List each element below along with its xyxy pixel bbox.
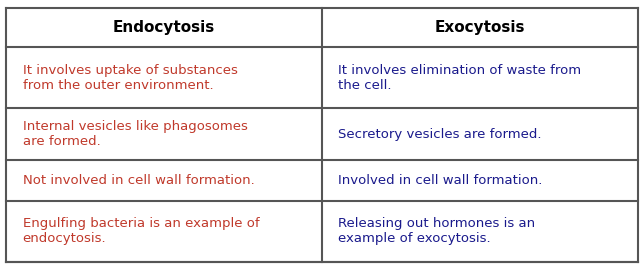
Text: It involves elimination of waste from
the cell.: It involves elimination of waste from th… bbox=[338, 64, 582, 92]
Text: It involves uptake of substances
from the outer environment.: It involves uptake of substances from th… bbox=[23, 64, 238, 92]
Text: Internal vesicles like phagosomes
are formed.: Internal vesicles like phagosomes are fo… bbox=[23, 120, 247, 148]
Text: Secretory vesicles are formed.: Secretory vesicles are formed. bbox=[338, 128, 542, 141]
Text: Engulfing bacteria is an example of
endocytosis.: Engulfing bacteria is an example of endo… bbox=[23, 217, 259, 245]
Text: Endocytosis: Endocytosis bbox=[113, 20, 215, 35]
Text: Exocytosis: Exocytosis bbox=[435, 20, 525, 35]
Text: Releasing out hormones is an
example of exocytosis.: Releasing out hormones is an example of … bbox=[338, 217, 535, 245]
Text: Involved in cell wall formation.: Involved in cell wall formation. bbox=[338, 174, 542, 187]
Text: Not involved in cell wall formation.: Not involved in cell wall formation. bbox=[23, 174, 254, 187]
